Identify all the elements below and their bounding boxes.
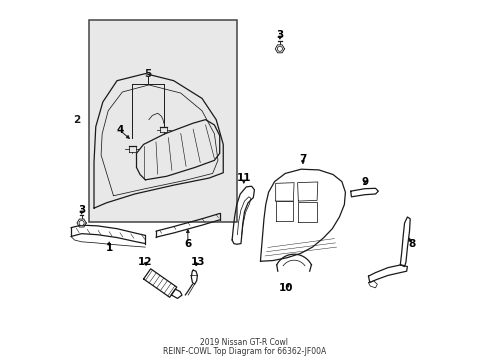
Text: 3: 3 [78, 205, 85, 215]
Text: 1: 1 [105, 243, 113, 253]
Text: 4: 4 [116, 125, 123, 135]
Circle shape [79, 220, 84, 226]
Text: 2: 2 [73, 115, 80, 125]
Text: 12: 12 [138, 257, 152, 267]
Text: 7: 7 [299, 154, 306, 163]
Text: 2019 Nissan GT-R Cowl: 2019 Nissan GT-R Cowl [200, 338, 288, 347]
Circle shape [277, 46, 282, 51]
Text: 11: 11 [236, 173, 250, 183]
Text: REINF-COWL Top Diagram for 66362-JF00A: REINF-COWL Top Diagram for 66362-JF00A [163, 347, 325, 356]
Bar [88, 21, 237, 222]
Text: 13: 13 [190, 257, 204, 267]
Text: 9: 9 [361, 177, 367, 186]
Text: 10: 10 [279, 283, 293, 293]
Text: 6: 6 [184, 239, 191, 248]
Text: 5: 5 [144, 69, 151, 78]
Text: 3: 3 [276, 30, 283, 40]
Text: 8: 8 [407, 239, 414, 248]
